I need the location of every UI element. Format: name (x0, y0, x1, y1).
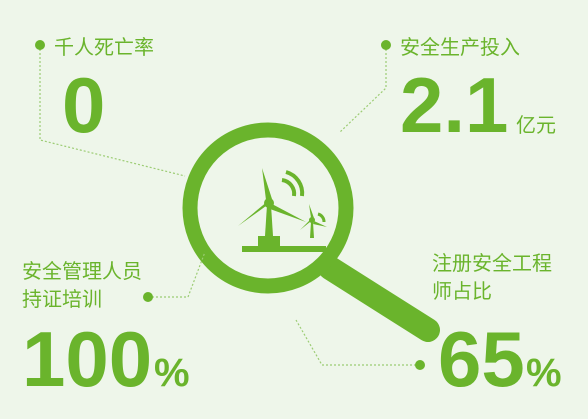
leader-line (339, 45, 387, 133)
leader-line (148, 251, 206, 298)
dot (415, 360, 425, 370)
item-value: 2.1 (400, 61, 508, 149)
item-label: 千人死亡率 (54, 35, 154, 59)
magnifier-handle (318, 256, 440, 342)
item-unit: % (526, 351, 562, 395)
item-value: 65 (438, 315, 525, 403)
item-label: 安全管理人员 (22, 259, 142, 283)
item-label: 注册安全工程 (432, 251, 552, 275)
item-value: 100 (22, 315, 152, 403)
item-label: 持证培训 (22, 287, 102, 311)
dot (143, 292, 153, 302)
item-label: 师占比 (432, 279, 492, 303)
item-value: 0 (62, 61, 105, 149)
leader-line (295, 319, 420, 366)
dot (381, 40, 391, 50)
item-unit: 亿元 (516, 113, 556, 137)
item-label: 安全生产投入 (400, 35, 520, 59)
item-unit: % (154, 351, 190, 395)
turbine-icon (238, 168, 327, 252)
dot (35, 40, 45, 50)
